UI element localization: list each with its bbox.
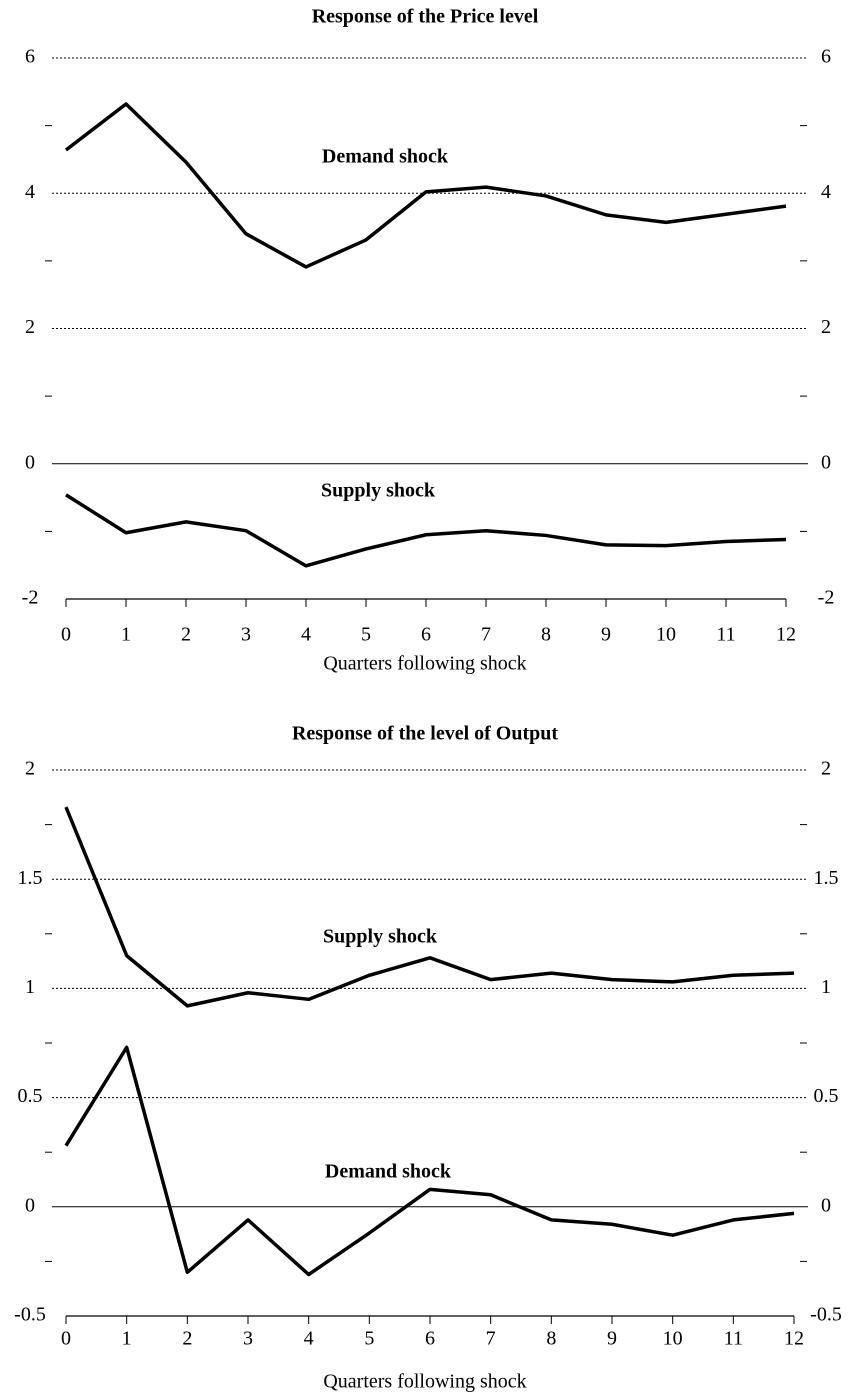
y2-tick-label: 2 — [821, 758, 831, 780]
x-tick-label: 0 — [61, 624, 71, 646]
y-tick-label: 0.5 — [18, 1085, 43, 1107]
line-series — [64, 102, 787, 269]
y2-tick-label: 6 — [821, 46, 831, 68]
y-tick-label: 2 — [25, 758, 35, 780]
y2-tick-label: -0.5 — [810, 1304, 842, 1326]
y-tick-label: 2 — [25, 316, 35, 338]
y2-tick-label: -2 — [818, 587, 835, 609]
y-tick-label: 0 — [25, 451, 35, 473]
x-tick-label: 11 — [724, 1328, 743, 1350]
x-tick-label: 11 — [716, 624, 735, 646]
x-tick-label: 2 — [181, 624, 191, 646]
y-tick-label: -0.5 — [14, 1304, 46, 1326]
y2-tick-label: 0.5 — [814, 1085, 839, 1107]
x-tick-label: 5 — [364, 1328, 374, 1350]
x-tick-label: 0 — [61, 1328, 71, 1350]
x-tick-label: 12 — [776, 624, 796, 646]
x-tick-label: 4 — [304, 1328, 314, 1350]
chart-title: Response of the Price level — [312, 6, 539, 28]
line-series — [64, 1045, 795, 1277]
line-series — [65, 493, 787, 568]
y2-tick-label: 1 — [821, 976, 831, 998]
y-tick-label: 0 — [25, 1194, 35, 1216]
y2-tick-label: 4 — [821, 181, 831, 203]
x-tick-label: 1 — [122, 1328, 132, 1350]
x-tick-label: 8 — [546, 1328, 556, 1350]
x-axis-label: Quarters following shock — [323, 1371, 526, 1393]
series-label: Supply shock — [321, 480, 436, 502]
x-tick-label: 5 — [361, 624, 371, 646]
y2-tick-label: 1.5 — [814, 867, 839, 889]
x-tick-label: 7 — [481, 624, 491, 646]
series-label: Demand shock — [325, 1161, 452, 1183]
y2-tick-label: 0 — [821, 1194, 831, 1216]
y-tick-label: 1.5 — [18, 867, 43, 889]
y2-tick-label: 0 — [821, 451, 831, 473]
x-tick-label: 7 — [486, 1328, 496, 1350]
x-tick-label: 12 — [784, 1328, 804, 1350]
series-label: Demand shock — [322, 146, 449, 168]
x-tick-label: 6 — [421, 624, 431, 646]
y2-tick-label: 2 — [821, 316, 831, 338]
y-tick-label: 4 — [25, 181, 35, 203]
line-series — [64, 806, 795, 1008]
x-tick-label: 3 — [241, 624, 251, 646]
x-tick-label: 10 — [656, 624, 676, 646]
y-tick-label: 1 — [25, 976, 35, 998]
x-tick-label: 6 — [425, 1328, 435, 1350]
x-axis-label: Quarters following shock — [323, 653, 526, 675]
x-tick-label: 8 — [541, 624, 551, 646]
y-tick-label: -2 — [22, 587, 39, 609]
x-tick-label: 9 — [601, 624, 611, 646]
x-tick-label: 3 — [243, 1328, 253, 1350]
x-tick-label: 1 — [121, 624, 131, 646]
y-tick-label: 6 — [25, 46, 35, 68]
x-tick-label: 9 — [607, 1328, 617, 1350]
x-tick-label: 4 — [301, 624, 311, 646]
x-tick-label: 10 — [663, 1328, 683, 1350]
series-label: Supply shock — [323, 926, 438, 948]
chart-title: Response of the level of Output — [292, 723, 558, 745]
x-tick-label: 2 — [182, 1328, 192, 1350]
